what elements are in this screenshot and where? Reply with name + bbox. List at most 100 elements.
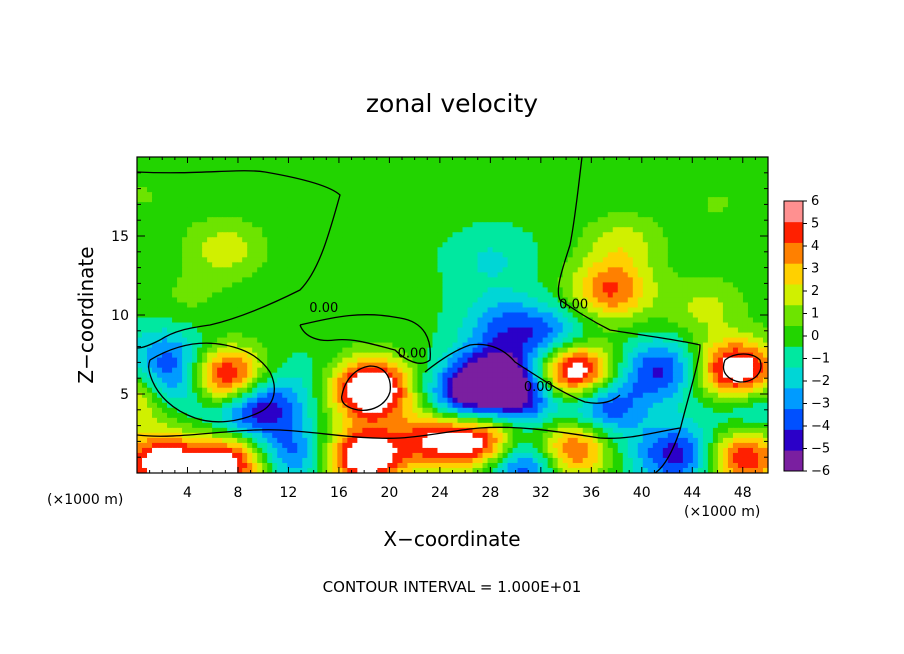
heat-cell [312, 207, 318, 213]
heat-cell [732, 217, 739, 223]
heat-cell [192, 207, 198, 213]
heat-cell [187, 212, 193, 218]
heat-cell [307, 342, 313, 349]
heat-cell [712, 282, 719, 289]
heat-cell [322, 352, 328, 359]
heat-cell [687, 292, 694, 299]
heat-cell [557, 342, 564, 349]
heat-cell [577, 347, 584, 354]
heat-cell [502, 242, 509, 248]
heat-cell [347, 177, 353, 183]
heat-cell [592, 157, 599, 163]
heat-cell [137, 332, 143, 339]
heat-cell [627, 262, 634, 268]
heat-cell [487, 332, 494, 339]
heat-cell [657, 157, 664, 163]
heat-cell [417, 257, 424, 263]
heat-cell [577, 337, 584, 344]
heat-cell [392, 297, 399, 304]
heat-cell [657, 187, 664, 193]
heat-cell [547, 287, 554, 294]
heat-cell [352, 332, 358, 339]
heat-cell [402, 262, 409, 268]
heat-cell [712, 312, 719, 319]
heat-cell [422, 267, 429, 273]
heat-cell [437, 187, 444, 193]
heat-cell [287, 337, 293, 344]
heat-cell [147, 182, 153, 188]
heat-cell [722, 217, 729, 223]
heat-cell [722, 197, 729, 203]
heat-cell [187, 167, 193, 173]
heat-cell [262, 257, 268, 263]
heat-cell [472, 307, 479, 314]
heat-cell [192, 167, 198, 173]
heat-cell [667, 257, 674, 263]
heat-cell [162, 277, 168, 283]
heat-cell [182, 167, 188, 173]
heat-cell [742, 322, 749, 329]
heat-cell [732, 162, 739, 168]
heat-cell [312, 177, 318, 183]
heat-cell [467, 292, 474, 299]
heat-cell [202, 192, 208, 198]
heat-cell [677, 287, 684, 294]
heat-cell [242, 232, 248, 238]
heat-cell [517, 202, 524, 208]
heat-cell [687, 237, 694, 243]
heat-cell [502, 217, 509, 223]
heat-cell [297, 172, 303, 178]
heat-cell [452, 272, 459, 278]
heat-cell [342, 282, 348, 289]
heat-cell [432, 232, 439, 238]
heat-cell [557, 197, 564, 203]
heat-cell [297, 227, 303, 233]
heat-cell [442, 187, 449, 193]
heat-cell [392, 172, 399, 178]
heat-cell [262, 317, 268, 324]
heat-cell [642, 282, 649, 289]
heat-cell [192, 232, 198, 238]
heat-cell [487, 247, 494, 253]
heat-cell [182, 217, 188, 223]
heat-cell [662, 337, 669, 344]
heat-cell [282, 332, 288, 339]
heat-cell [322, 292, 328, 299]
heat-cell [572, 302, 579, 309]
heat-cell [562, 227, 569, 233]
heat-cell [702, 217, 709, 223]
heat-cell [157, 287, 163, 294]
heat-cell [232, 232, 238, 238]
heat-cell [322, 267, 328, 273]
heat-cell [227, 322, 233, 329]
heat-cell [167, 217, 173, 223]
heat-cell [677, 337, 684, 344]
heat-cell [152, 292, 158, 299]
heat-cell [532, 232, 539, 238]
heat-cell [282, 242, 288, 248]
heat-cell [327, 172, 333, 178]
heat-cell [702, 252, 709, 258]
heat-cell [752, 312, 759, 319]
heat-cell [207, 192, 213, 198]
heat-cell [332, 212, 338, 218]
heat-cell [442, 197, 449, 203]
heat-cell [702, 212, 709, 218]
heat-cell [537, 302, 544, 309]
heat-cell [707, 292, 714, 299]
heat-cell [482, 172, 489, 178]
heat-cell [637, 342, 644, 349]
heat-cell [557, 327, 564, 334]
heat-cell [732, 337, 739, 344]
heat-cell [667, 207, 674, 213]
heat-cell [517, 227, 524, 233]
heat-cell [242, 217, 248, 223]
heat-cell [462, 257, 469, 263]
heat-cell [572, 347, 579, 354]
heat-cell [512, 182, 519, 188]
heat-cell [492, 217, 499, 223]
heat-cell [187, 317, 193, 324]
heat-cell [172, 162, 178, 168]
heat-cell [222, 197, 228, 203]
heat-cell [612, 347, 619, 354]
